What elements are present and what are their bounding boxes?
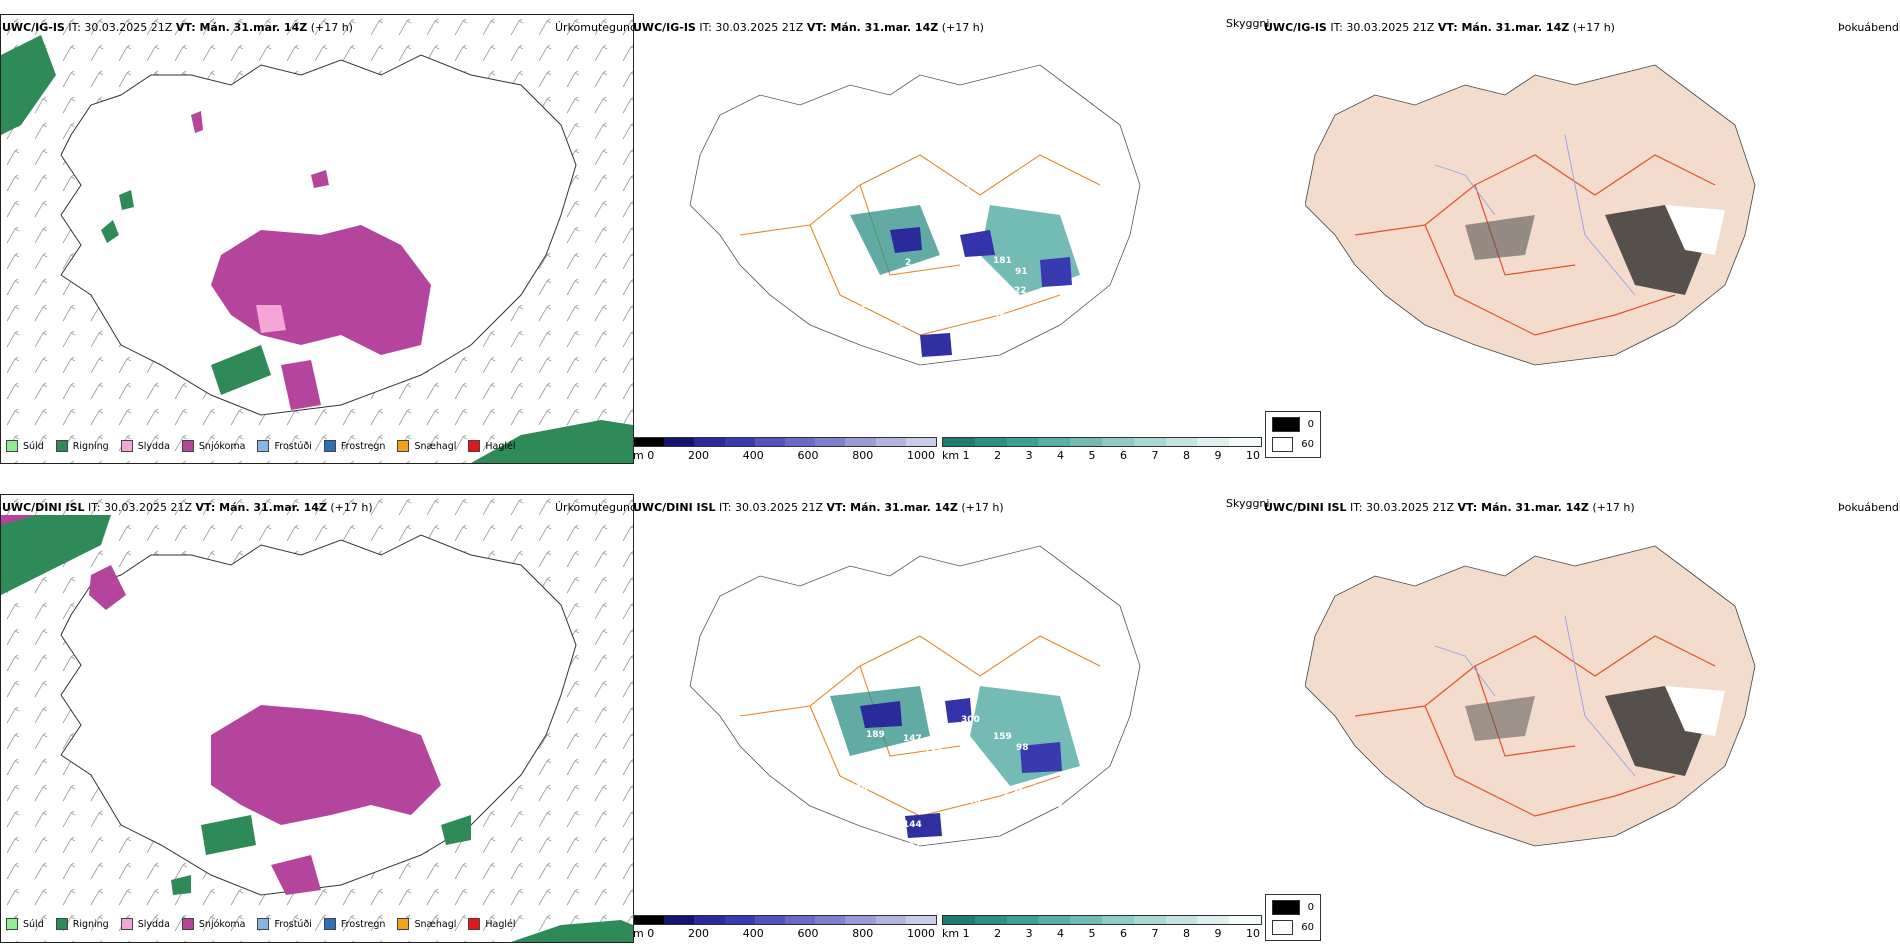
precip-legend-2: Súld Rigning Slydda Snjókoma Frostúði Fr… bbox=[6, 918, 528, 930]
it-label: IT: 30.03.2025 21Z bbox=[68, 21, 173, 34]
vis-label: 134 bbox=[924, 746, 943, 756]
vis-label: 82 bbox=[906, 387, 919, 397]
legend-item: Rigning bbox=[55, 918, 109, 930]
row1-panel1-header: UWC/IG-IS IT: 30.03.2025 21Z VT: Mán. 31… bbox=[2, 21, 353, 34]
vis-label: 24 bbox=[899, 319, 912, 329]
visibility-map-1 bbox=[689, 64, 1141, 366]
legend-item: Snæhagl bbox=[397, 918, 456, 930]
vis-label: 82 bbox=[880, 758, 893, 768]
legend-item: Frostregn bbox=[323, 918, 385, 930]
legend-item: Súld bbox=[6, 440, 44, 452]
vis-label: 32 bbox=[908, 842, 921, 852]
vis-label: 11 bbox=[938, 778, 951, 788]
fog-map-2 bbox=[1305, 545, 1756, 847]
vis-label: 300 bbox=[961, 715, 980, 725]
legend-item: Slydda bbox=[120, 440, 170, 452]
model-name: UWC/IG-IS bbox=[2, 21, 65, 34]
height-scale-2: m 0 200 400 600 800 1000 bbox=[633, 915, 937, 940]
vis-label: 193 bbox=[1033, 784, 1052, 794]
vis-label: 252 bbox=[993, 313, 1012, 323]
vt-label: VT: Mán. 31.mar. 14Z bbox=[175, 21, 308, 34]
panel3-title: Þokuábendi bbox=[1838, 501, 1900, 514]
row1: UWC/IG-IS IT: 30.03.2025 21Z VT: Mán. 31… bbox=[0, 14, 1900, 464]
row2-panel2-header: UWC/DINI ISL IT: 30.03.2025 21Z VT: Mán.… bbox=[633, 501, 1004, 514]
vis-label: 92 bbox=[1034, 310, 1047, 320]
vis-label: 67 bbox=[927, 387, 940, 397]
fog-map-1 bbox=[1305, 64, 1756, 366]
vis-label: 91 bbox=[1015, 267, 1028, 277]
vis-label: 129 bbox=[935, 867, 954, 877]
vis-label: 38 bbox=[968, 796, 981, 806]
legend-item: Haglél bbox=[468, 440, 516, 452]
legend-item: Frostúði bbox=[257, 918, 312, 930]
lead-time: (+17 h) bbox=[310, 21, 353, 34]
vis-label: 80 bbox=[941, 257, 954, 267]
vis-label: 77 bbox=[865, 273, 878, 283]
fog-legend-1: 0 60 bbox=[1265, 411, 1321, 458]
vis-label: 43 bbox=[1057, 336, 1070, 346]
height-unit: m bbox=[633, 449, 644, 462]
vis-label: 2 bbox=[905, 258, 912, 268]
row1-panel2-header: UWC/IG-IS IT: 30.03.2025 21Z VT: Mán. 31… bbox=[633, 21, 984, 34]
panel1-title: Úrkomutegund bbox=[555, 21, 637, 34]
precip-legend-1: Súld Rigning Slydda Snjókoma Frostúði Fr… bbox=[6, 440, 528, 452]
vis-label: 31 bbox=[1058, 818, 1071, 828]
legend-item: Frostregn bbox=[323, 440, 385, 452]
legend-item: Snæhagl bbox=[397, 440, 456, 452]
vis-label: 70 bbox=[1050, 800, 1063, 810]
panel1-title: Úrkomutegund bbox=[555, 501, 637, 514]
vis-label: 60 bbox=[910, 862, 923, 872]
legend-item: Haglél bbox=[468, 918, 516, 930]
row2-panel3-header: UWC/DINI ISL IT: 30.03.2025 21Z VT: Mán.… bbox=[1264, 501, 1635, 514]
legend-item: Snjókoma bbox=[181, 440, 245, 452]
fog-legend-item: 0 bbox=[1272, 417, 1314, 432]
row2-panel1-header: UWC/DINI ISL IT: 30.03.2025 21Z VT: Mán.… bbox=[2, 501, 373, 514]
precip-type-panel-1 bbox=[0, 14, 634, 464]
vis-unit: km bbox=[942, 449, 960, 462]
panel2-title: Skyggni bbox=[1226, 497, 1270, 510]
height-scale-1: m 0 200 400 600 800 1000 bbox=[633, 437, 937, 462]
vis-label: 189 bbox=[866, 730, 885, 740]
vis-label: 22 bbox=[1014, 286, 1027, 296]
vis-label: 187 bbox=[991, 788, 1010, 798]
vis-label: 98 bbox=[1016, 743, 1029, 753]
vis-label: 67 bbox=[937, 728, 950, 738]
vis-scale-1: km 1 2 3 4 5 6 7 8 9 10 bbox=[942, 437, 1262, 462]
vis-label: 147 bbox=[903, 734, 922, 744]
vis-label: 101 bbox=[882, 277, 901, 287]
precip-map-1 bbox=[1, 15, 633, 463]
fog-legend-item: 60 bbox=[1272, 437, 1314, 452]
legend-item: Frostúði bbox=[257, 440, 312, 452]
legend-item: Rigning bbox=[55, 440, 109, 452]
vis-label: 98 bbox=[1014, 313, 1027, 323]
vis-label: 60 bbox=[822, 130, 835, 140]
vis-label: 35 bbox=[855, 784, 868, 794]
precip-map-2 bbox=[1, 495, 633, 942]
vis-label: 67 bbox=[908, 348, 921, 358]
vis-scale-2: km 1 2 3 4 5 6 7 8 9 10 bbox=[942, 915, 1262, 940]
vis-label: 1 bbox=[861, 300, 868, 310]
vis-label: 148 bbox=[889, 329, 908, 339]
vis-label: 73 bbox=[1012, 788, 1025, 798]
vis-label: 145 bbox=[893, 284, 912, 294]
fog-legend-item: 60 bbox=[1272, 920, 1314, 935]
vis-label: 35 bbox=[958, 186, 971, 196]
vis-label: 181 bbox=[993, 256, 1012, 266]
fog-legend-2: 0 60 bbox=[1265, 894, 1321, 941]
fog-legend-item: 0 bbox=[1272, 900, 1314, 915]
legend-item: Súld bbox=[6, 918, 44, 930]
visibility-map-2 bbox=[689, 545, 1141, 847]
panel2-title: Skyggni bbox=[1226, 17, 1270, 30]
row1-panel3-header: UWC/IG-IS IT: 30.03.2025 21Z VT: Mán. 31… bbox=[1264, 21, 1615, 34]
panel3-title: Þokuábendi bbox=[1838, 21, 1900, 34]
row2: UWC/DINI ISL IT: 30.03.2025 21Z VT: Mán.… bbox=[0, 478, 1900, 950]
legend-item: Slydda bbox=[120, 918, 170, 930]
vis-label: 77 bbox=[853, 758, 866, 768]
vis-label: 17 bbox=[910, 368, 923, 378]
vis-label: 159 bbox=[993, 732, 1012, 742]
vis-label: 371 bbox=[909, 784, 928, 794]
legend-item: Snjókoma bbox=[181, 918, 245, 930]
precip-type-panel-2 bbox=[0, 494, 634, 943]
vis-label: 144 bbox=[903, 820, 922, 830]
